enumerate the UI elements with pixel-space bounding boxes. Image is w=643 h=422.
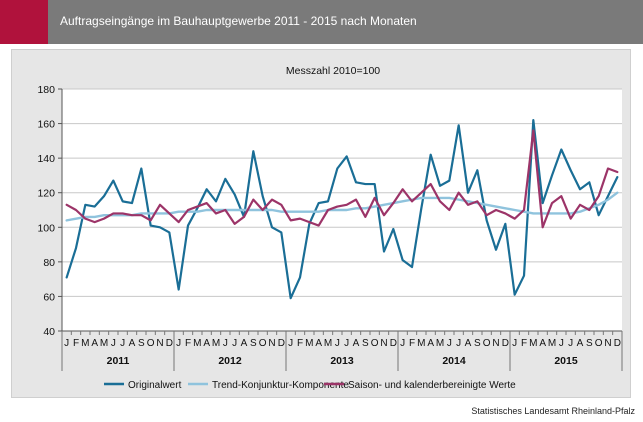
month-label: N xyxy=(492,338,499,349)
series-line-0 xyxy=(65,119,619,300)
month-label: D xyxy=(502,338,509,349)
y-tick-label-40: 40 xyxy=(43,326,55,338)
month-label: M xyxy=(417,338,425,349)
month-label: A xyxy=(129,338,136,349)
month-label: D xyxy=(390,338,397,349)
month-label: J xyxy=(111,338,116,349)
month-label: F xyxy=(521,338,527,349)
month-label: A xyxy=(465,338,472,349)
month-label: N xyxy=(380,338,387,349)
month-label: F xyxy=(185,338,191,349)
year-label-2015: 2015 xyxy=(554,355,578,367)
month-label: M xyxy=(529,338,537,349)
month-label: S xyxy=(586,338,593,349)
month-label: M xyxy=(193,338,201,349)
month-label: A xyxy=(315,338,322,349)
header-accent xyxy=(0,0,48,44)
month-label: A xyxy=(91,338,98,349)
month-label: A xyxy=(203,338,210,349)
month-label: O xyxy=(371,338,379,349)
y-tick-label-60: 60 xyxy=(43,291,55,303)
month-label: O xyxy=(483,338,491,349)
month-label: J xyxy=(288,338,293,349)
month-label: J xyxy=(568,338,573,349)
month-label: D xyxy=(278,338,285,349)
month-label: F xyxy=(297,338,303,349)
month-label: J xyxy=(400,338,405,349)
month-label: O xyxy=(147,338,155,349)
legend-label-0: Originalwert xyxy=(128,380,182,391)
source-note: Statistisches Landesamt Rheinland-Pfalz xyxy=(471,406,635,416)
chart-frame: 40 60 80 100 120 140 160 180 J F M A M J J A S O N D J F M A M J J… xyxy=(11,49,631,398)
y-tick-label-120: 120 xyxy=(37,188,55,200)
month-label: S xyxy=(250,338,257,349)
series-line-1 xyxy=(65,191,619,222)
y-tick-label-160: 160 xyxy=(37,119,55,131)
month-label: D xyxy=(614,338,621,349)
month-label: A xyxy=(353,338,360,349)
month-label: J xyxy=(64,338,69,349)
month-label: D xyxy=(166,338,173,349)
header-bar xyxy=(48,0,643,44)
y-tick-label-140: 140 xyxy=(37,153,55,165)
month-label: J xyxy=(447,338,452,349)
month-label: A xyxy=(241,338,248,349)
month-label: J xyxy=(120,338,125,349)
month-label: A xyxy=(427,338,434,349)
month-label: M xyxy=(324,338,332,349)
year-label-2012: 2012 xyxy=(218,355,242,367)
year-label-2011: 2011 xyxy=(107,355,130,367)
month-label: J xyxy=(176,338,181,349)
month-label: S xyxy=(474,338,481,349)
month-label: J xyxy=(335,338,340,349)
y-tick-label-80: 80 xyxy=(43,257,55,269)
month-label: N xyxy=(156,338,163,349)
year-label-2013: 2013 xyxy=(330,355,354,367)
month-label: J xyxy=(456,338,461,349)
month-label: M xyxy=(436,338,444,349)
series-line-2 xyxy=(65,129,619,229)
y-tick-label-100: 100 xyxy=(37,222,55,234)
month-label: M xyxy=(100,338,108,349)
month-label: J xyxy=(512,338,517,349)
month-label: S xyxy=(138,338,145,349)
y-tick-label-180: 180 xyxy=(37,84,55,96)
month-label: M xyxy=(212,338,220,349)
month-label: O xyxy=(595,338,603,349)
month-label: M xyxy=(81,338,89,349)
month-label: J xyxy=(232,338,237,349)
month-label: J xyxy=(559,338,564,349)
year-label-2014: 2014 xyxy=(442,355,466,367)
legend-label-1: Trend-Konjunktur-Komponente xyxy=(212,380,349,391)
month-label: J xyxy=(223,338,228,349)
month-label: N xyxy=(604,338,611,349)
month-label: M xyxy=(548,338,556,349)
month-label: A xyxy=(539,338,546,349)
month-label: F xyxy=(409,338,415,349)
month-label: N xyxy=(268,338,275,349)
chart-subtitle: Messzahl 2010=100 xyxy=(286,65,380,77)
month-label: S xyxy=(362,338,369,349)
month-label: F xyxy=(73,338,79,349)
month-label: M xyxy=(305,338,313,349)
legend-label-2: Saison- und kalenderbereinigte Werte xyxy=(348,380,516,391)
chart-title: Auftragseingänge im Bauhauptgewerbe 2011… xyxy=(60,14,417,28)
month-label: O xyxy=(259,338,267,349)
month-label: J xyxy=(344,338,349,349)
month-label: A xyxy=(577,338,584,349)
